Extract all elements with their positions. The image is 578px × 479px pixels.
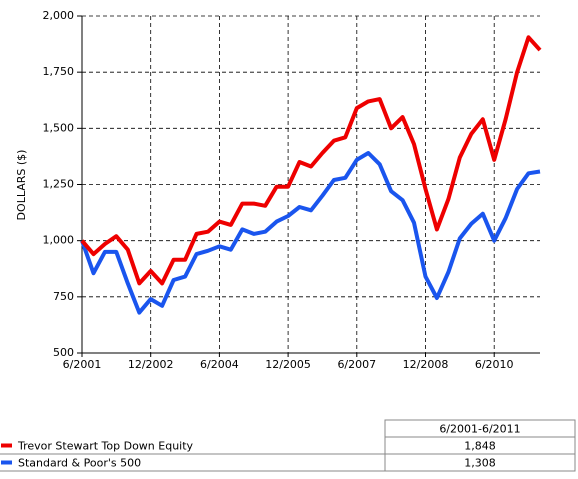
y-tick-label: 1,000 [43,234,75,247]
table-value: 1,308 [464,457,496,470]
value-cell [384,453,576,472]
x-tick-label: 12/2005 [265,358,311,371]
table-value: 1,848 [464,440,496,453]
y-tick-label: 1,750 [43,65,75,78]
x-tick-label: 6/2001 [63,358,102,371]
y-tick-label: 1,500 [43,121,75,134]
x-tick-label: 6/2007 [337,358,376,371]
x-tick-label: 6/2010 [475,358,514,371]
y-tick-label: 2,000 [43,9,75,22]
legend-label: Standard & Poor's 500 [18,457,141,470]
x-tick-label: 6/2004 [200,358,239,371]
table-header: 6/2001-6/2011 [439,423,520,436]
y-tick-label: 1,250 [43,178,75,191]
series-line [80,151,541,315]
series-line [80,35,542,286]
y-axis-label: DOLLARS ($) [15,150,28,221]
legend-label: Trevor Stewart Top Down Equity [17,440,194,453]
y-tick-label: 750 [53,290,74,303]
y-tick-label: 500 [53,346,74,359]
x-tick-label: 12/2008 [403,358,449,371]
x-tick-label: 12/2002 [128,358,174,371]
